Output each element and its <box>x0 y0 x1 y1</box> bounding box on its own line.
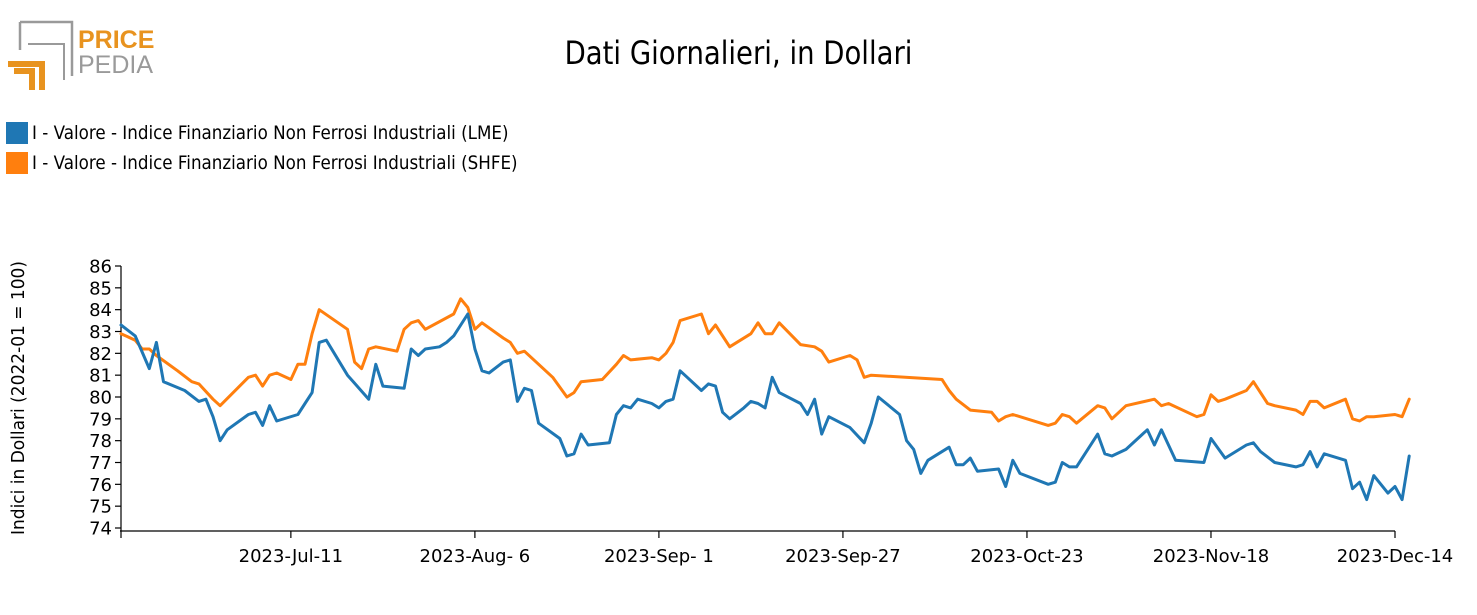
logo-text-pedia: PEDIA <box>78 51 154 79</box>
legend-label-lme: I - Valore - Indice Finanziario Non Ferr… <box>32 122 509 144</box>
series-layer <box>119 297 1411 502</box>
y-tick-label: 83 <box>89 322 112 343</box>
x-tick-label: 2023-Jul-11 <box>239 546 343 567</box>
y-tick-label: 74 <box>89 519 112 540</box>
y-tick-label: 84 <box>89 300 112 321</box>
legend-item-lme[interactable]: I - Valore - Indice Finanziario Non Ferr… <box>6 118 584 148</box>
x-tick-label: 2023-Sep-27 <box>785 546 901 567</box>
series-line-shfe <box>119 297 1411 427</box>
x-tick-label: 2023-Dec-14 <box>1337 546 1454 567</box>
logo-text-price: PRICE <box>78 26 155 54</box>
x-tick-label: 2023-Sep- 1 <box>604 546 714 567</box>
y-tick-label: 86 <box>89 257 112 278</box>
x-tick-label: 2023-Oct-23 <box>970 546 1083 567</box>
y-tick-label: 76 <box>89 475 112 496</box>
y-tick-label: 75 <box>89 497 112 518</box>
x-axis: 2023-Jul-11 2023-Aug- 6 2023-Sep- 1 2023-Se… <box>120 530 1454 567</box>
x-tick-label: 2023-Nov-18 <box>1153 546 1269 567</box>
legend-swatch-shfe <box>6 152 28 174</box>
series-line-lme <box>119 312 1411 502</box>
y-axis-label: Indici in Dollari (2022-01 = 100) <box>8 261 29 535</box>
chart-title: Dati Giornalieri, in Dollari <box>564 34 913 72</box>
logo-mark-icon <box>8 20 74 90</box>
y-tick-label: 82 <box>89 344 112 365</box>
y-tick-label: 78 <box>89 431 112 452</box>
y-tick-label: 81 <box>89 366 112 387</box>
y-tick-label: 85 <box>89 278 112 299</box>
x-tick-label: 2023-Aug- 6 <box>420 546 531 567</box>
y-tick-label: 80 <box>89 388 112 409</box>
y-tick-label: 77 <box>89 453 112 474</box>
legend-item-shfe[interactable]: I - Valore - Indice Finanziario Non Ferr… <box>6 148 584 178</box>
legend-swatch-lme <box>6 122 28 144</box>
pricepedia-logo: PRICE PEDIA <box>6 20 166 95</box>
y-tick-label: 79 <box>89 409 112 430</box>
legend-label-shfe: I - Valore - Indice Finanziario Non Ferr… <box>32 152 518 174</box>
chart-legend: I - Valore - Indice Finanziario Non Ferr… <box>6 118 584 178</box>
